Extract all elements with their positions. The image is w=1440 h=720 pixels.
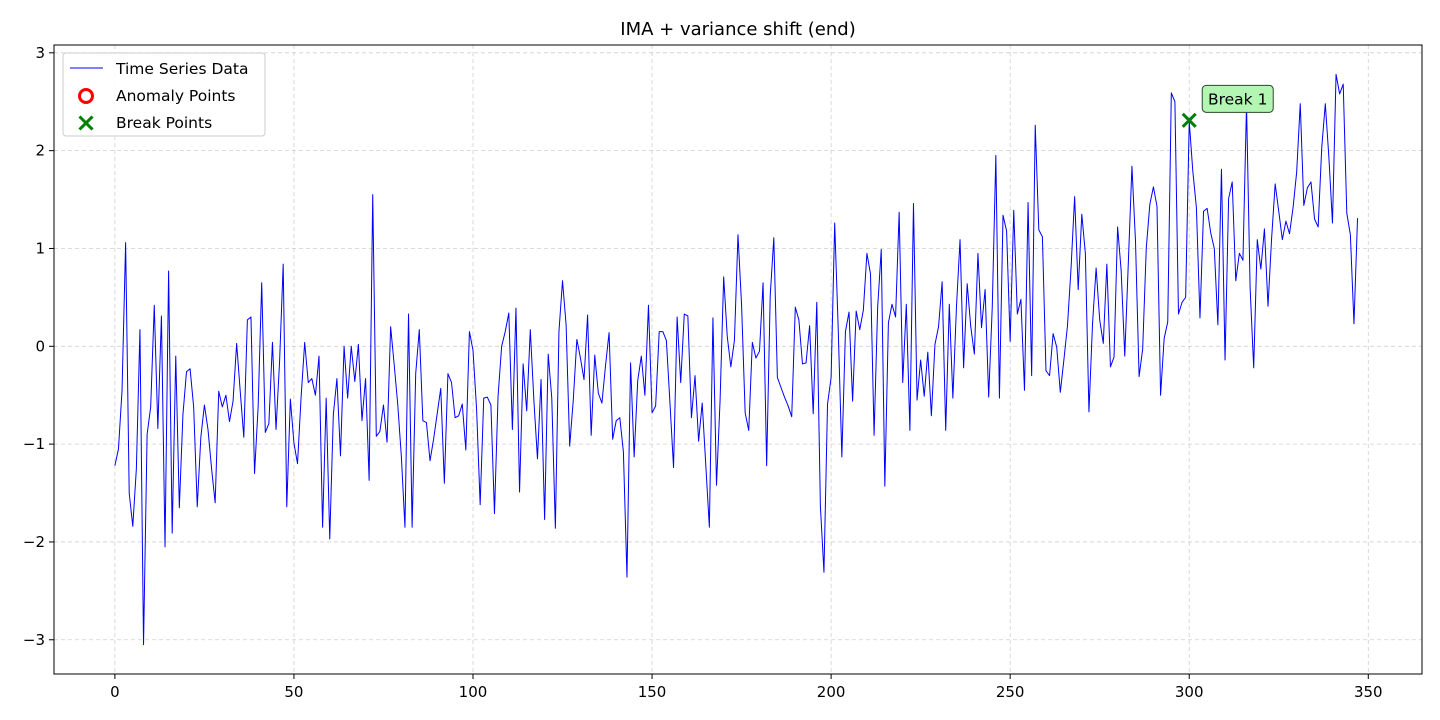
x-tick-label: 50 (284, 683, 303, 701)
legend-label: Break Points (116, 114, 212, 132)
y-tick-label: 1 (35, 239, 45, 257)
y-tick-label: −2 (23, 533, 45, 551)
legend-label: Anomaly Points (116, 87, 235, 105)
break-label-box (1201, 84, 1274, 113)
chart-title: IMA + variance shift (end) (620, 19, 855, 40)
legend: Time Series Data Anomaly Points Break Poin… (62, 52, 266, 137)
legend-circle-swatch (78, 88, 94, 104)
break-points-layer: Break 1 (1181, 84, 1274, 128)
legend-x-swatch (78, 115, 94, 131)
x-tick-label: 300 (1175, 683, 1204, 701)
x-tick-label: 250 (996, 683, 1025, 701)
y-tick-label: 0 (35, 337, 45, 355)
y-tick-label: 3 (35, 44, 45, 62)
y-tick-label: −3 (23, 631, 45, 649)
break-label: Break 1 (1208, 90, 1267, 108)
y-tick-label: −1 (23, 435, 45, 453)
y-axis: −3 −2 −1 0 1 2 3 (23, 44, 54, 649)
break-point-marker (1181, 112, 1197, 128)
plot-frame (53, 44, 1423, 675)
y-tick-label: 2 (35, 142, 45, 160)
x-tick-label: 0 (110, 683, 120, 701)
x-tick-label: 100 (459, 683, 488, 701)
x-axis: 0 50 100 150 200 250 300 350 (110, 674, 1383, 701)
x-tick-label: 350 (1354, 683, 1383, 701)
x-tick-label: 200 (817, 683, 846, 701)
series-layer (114, 73, 1359, 646)
legend-box (62, 52, 266, 137)
series-line (114, 73, 1359, 646)
grid (54, 45, 1422, 674)
legend-label: Time Series Data (115, 60, 248, 78)
x-tick-label: 150 (638, 683, 667, 701)
